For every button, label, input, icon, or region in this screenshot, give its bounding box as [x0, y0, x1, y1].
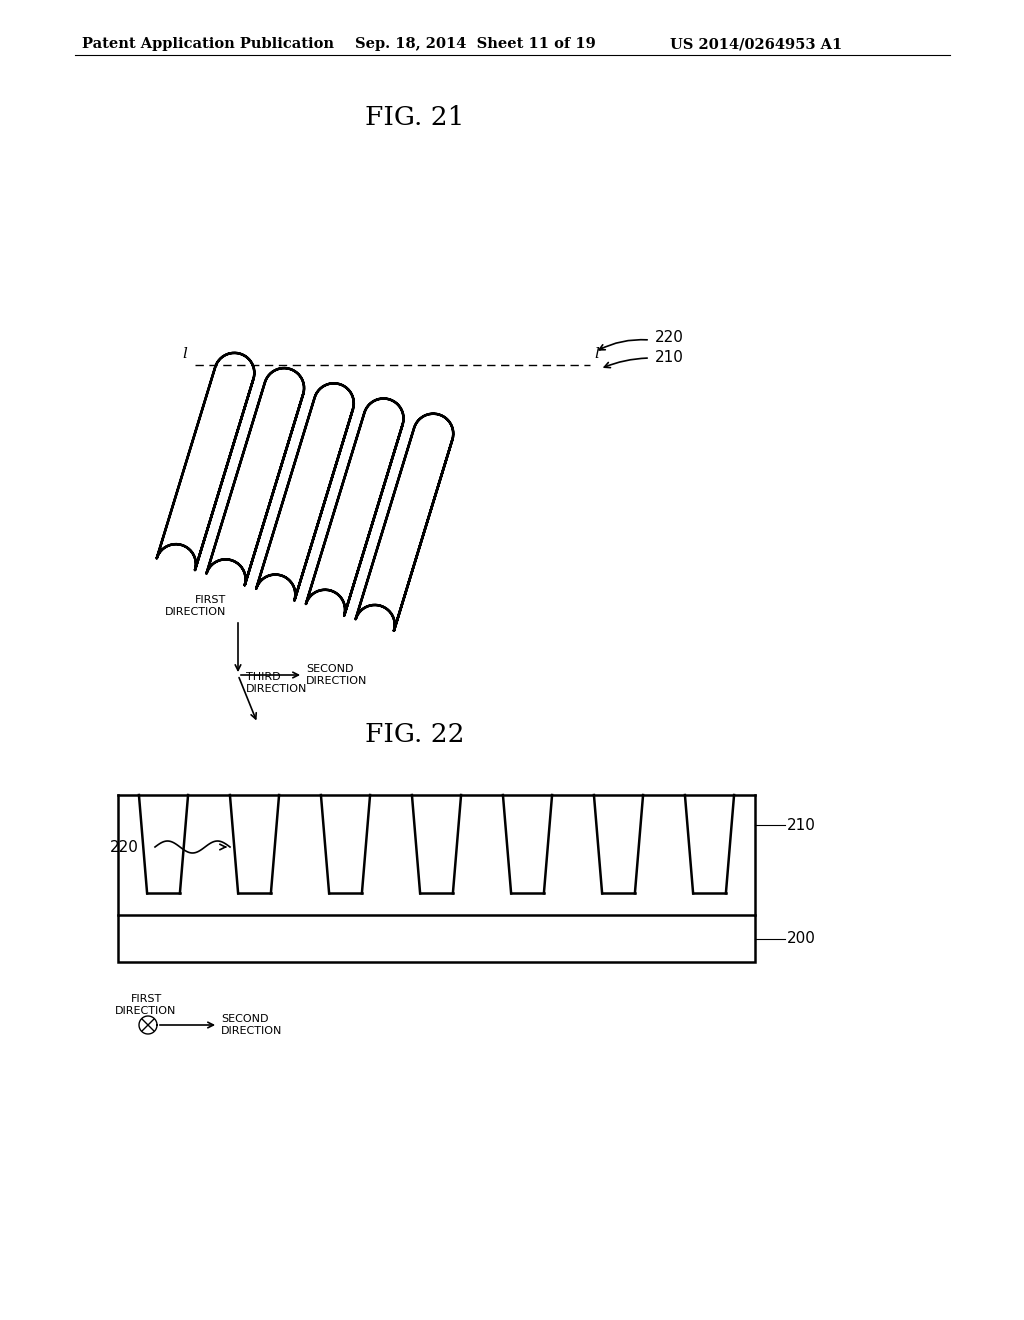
Text: FIRST
DIRECTION: FIRST DIRECTION	[165, 595, 226, 616]
Text: 220: 220	[655, 330, 684, 346]
Text: US 2014/0264953 A1: US 2014/0264953 A1	[670, 37, 843, 51]
Text: FIRST
DIRECTION: FIRST DIRECTION	[116, 994, 177, 1015]
Text: 220: 220	[110, 840, 139, 854]
Text: SECOND
DIRECTION: SECOND DIRECTION	[306, 664, 368, 686]
Text: 210: 210	[655, 350, 684, 364]
Text: FIG. 22: FIG. 22	[366, 722, 465, 747]
Text: l’: l’	[594, 347, 604, 360]
Text: 200: 200	[787, 931, 816, 946]
Bar	[118, 915, 755, 962]
Text: FIG. 21: FIG. 21	[366, 106, 465, 129]
Text: Patent Application Publication: Patent Application Publication	[82, 37, 334, 51]
Text: Sep. 18, 2014  Sheet 11 of 19: Sep. 18, 2014 Sheet 11 of 19	[355, 37, 596, 51]
Text: l: l	[182, 347, 187, 360]
Text: THIRD
DIRECTION: THIRD DIRECTION	[246, 672, 307, 693]
Text: SECOND
DIRECTION: SECOND DIRECTION	[221, 1014, 283, 1036]
Text: 210: 210	[787, 817, 816, 833]
